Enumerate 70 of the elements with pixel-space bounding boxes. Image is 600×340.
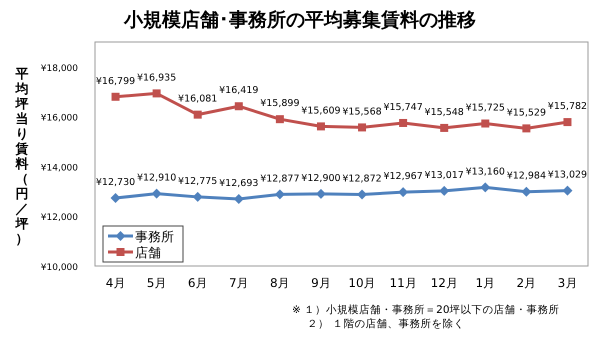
point bbox=[276, 115, 284, 124]
data-label: ¥16,081 bbox=[178, 94, 218, 105]
x-tick-label: 1月 bbox=[475, 276, 496, 290]
ylabel: 平均坪当り賃料（円／坪） bbox=[16, 67, 28, 247]
data-label: ¥12,730 bbox=[96, 177, 136, 188]
data-label: ¥15,899 bbox=[260, 98, 300, 110]
x-tick-label: 8月 bbox=[270, 276, 290, 290]
data-label: ¥12,967 bbox=[383, 171, 423, 182]
point bbox=[152, 188, 162, 199]
data-label: ¥16,419 bbox=[219, 85, 258, 96]
point bbox=[274, 189, 285, 200]
data-label: ¥15,548 bbox=[424, 106, 464, 118]
x-tick-label: 11月 bbox=[389, 276, 417, 290]
point bbox=[194, 110, 202, 119]
point bbox=[439, 186, 450, 196]
title: 小規模店舗･事務所の平均募集賃料の推移 bbox=[124, 9, 476, 31]
point bbox=[563, 118, 572, 126]
data-label: ¥12,872 bbox=[342, 174, 382, 185]
point bbox=[152, 89, 161, 98]
x-tick-label: 3月 bbox=[558, 276, 578, 290]
point bbox=[112, 92, 120, 101]
data-label: ¥12,984 bbox=[506, 170, 546, 182]
y-tick-label: ¥12,000 bbox=[40, 213, 78, 224]
data-label: ¥12,900 bbox=[301, 172, 341, 184]
y-tick-label: ¥18,000 bbox=[40, 64, 78, 74]
y-tick-label: ¥14,000 bbox=[40, 163, 78, 174]
point bbox=[316, 122, 325, 130]
point bbox=[521, 186, 532, 197]
point bbox=[357, 190, 368, 200]
x-tick-label: 2月 bbox=[516, 276, 536, 290]
data-label: ¥12,693 bbox=[219, 178, 258, 189]
point bbox=[110, 193, 121, 204]
legend-label: 事務所 bbox=[135, 230, 174, 245]
y-tick-label: ¥10,000 bbox=[40, 263, 78, 273]
annotations: ※ １）小規模店舗・事務所＝20坪以下の店舗・事務所 ２） １階の店舗、事務所を除く bbox=[292, 304, 560, 330]
data-label: ¥16,935 bbox=[136, 72, 176, 84]
point bbox=[192, 192, 203, 202]
data-label: ¥16,799 bbox=[96, 76, 136, 87]
data-label: ¥15,725 bbox=[466, 102, 505, 114]
y-tick-label: ¥16,000 bbox=[40, 114, 78, 124]
x-tick-label: 4月 bbox=[106, 276, 126, 290]
x-tick-label: 7月 bbox=[228, 276, 249, 290]
data-label: ¥12,877 bbox=[260, 173, 300, 184]
data-label: ¥15,529 bbox=[506, 107, 546, 118]
data-label: ¥13,017 bbox=[424, 170, 464, 181]
point bbox=[562, 186, 572, 196]
point bbox=[234, 194, 244, 204]
point bbox=[398, 187, 408, 198]
x-tick-label: 10月 bbox=[348, 276, 376, 290]
point bbox=[480, 182, 490, 192]
point bbox=[399, 118, 408, 127]
point bbox=[316, 188, 326, 199]
point bbox=[440, 124, 448, 132]
point bbox=[234, 102, 243, 110]
point bbox=[481, 120, 490, 128]
data-label: ¥15,782 bbox=[548, 101, 588, 112]
x-tick-label: 12月 bbox=[430, 276, 458, 290]
point bbox=[358, 123, 366, 132]
data-label: ¥13,029 bbox=[548, 170, 588, 181]
data-label: ¥12,910 bbox=[136, 172, 176, 184]
x-tick-label: 5月 bbox=[146, 276, 166, 290]
data-label: ¥13,160 bbox=[466, 166, 505, 178]
x-tick-label: 6月 bbox=[188, 276, 208, 290]
data-label: ¥15,747 bbox=[383, 102, 423, 113]
data-label: ¥12,775 bbox=[178, 176, 218, 187]
x-tick-label: 9月 bbox=[311, 276, 331, 290]
legend-label: 店舗 bbox=[135, 245, 161, 261]
point bbox=[522, 124, 530, 132]
data-label: ¥15,568 bbox=[342, 106, 382, 118]
data-label: ¥15,609 bbox=[301, 105, 341, 116]
